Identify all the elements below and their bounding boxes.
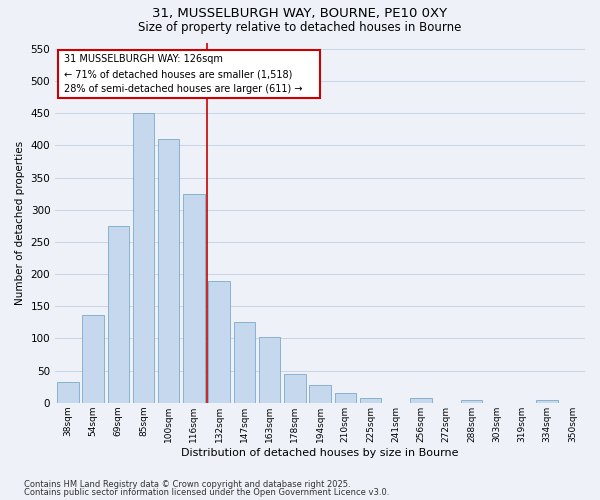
Bar [461, 400, 482, 403]
Bar [233, 322, 255, 403]
Bar [536, 400, 558, 403]
Bar [158, 139, 179, 403]
Bar [284, 374, 305, 403]
Text: Contains HM Land Registry data © Crown copyright and database right 2025.: Contains HM Land Registry data © Crown c… [24, 480, 350, 489]
X-axis label: Distribution of detached houses by size in Bourne: Distribution of detached houses by size … [181, 448, 459, 458]
Bar [360, 398, 381, 403]
Y-axis label: Number of detached properties: Number of detached properties [15, 140, 25, 304]
Bar [208, 280, 230, 403]
Bar [310, 385, 331, 403]
Bar [82, 314, 104, 403]
Bar [183, 194, 205, 403]
Bar [410, 398, 432, 403]
Bar [133, 114, 154, 403]
Text: Contains public sector information licensed under the Open Government Licence v3: Contains public sector information licen… [24, 488, 389, 497]
Text: ← 71% of detached houses are smaller (1,518): ← 71% of detached houses are smaller (1,… [64, 69, 293, 79]
FancyBboxPatch shape [58, 50, 320, 98]
Bar [57, 382, 79, 403]
Bar [335, 393, 356, 403]
Text: 28% of semi-detached houses are larger (611) →: 28% of semi-detached houses are larger (… [64, 84, 302, 94]
Text: 31, MUSSELBURGH WAY, BOURNE, PE10 0XY: 31, MUSSELBURGH WAY, BOURNE, PE10 0XY [152, 8, 448, 20]
Bar [107, 226, 129, 403]
Text: Size of property relative to detached houses in Bourne: Size of property relative to detached ho… [139, 21, 461, 34]
Bar [259, 337, 280, 403]
Text: 31 MUSSELBURGH WAY: 126sqm: 31 MUSSELBURGH WAY: 126sqm [64, 54, 223, 64]
